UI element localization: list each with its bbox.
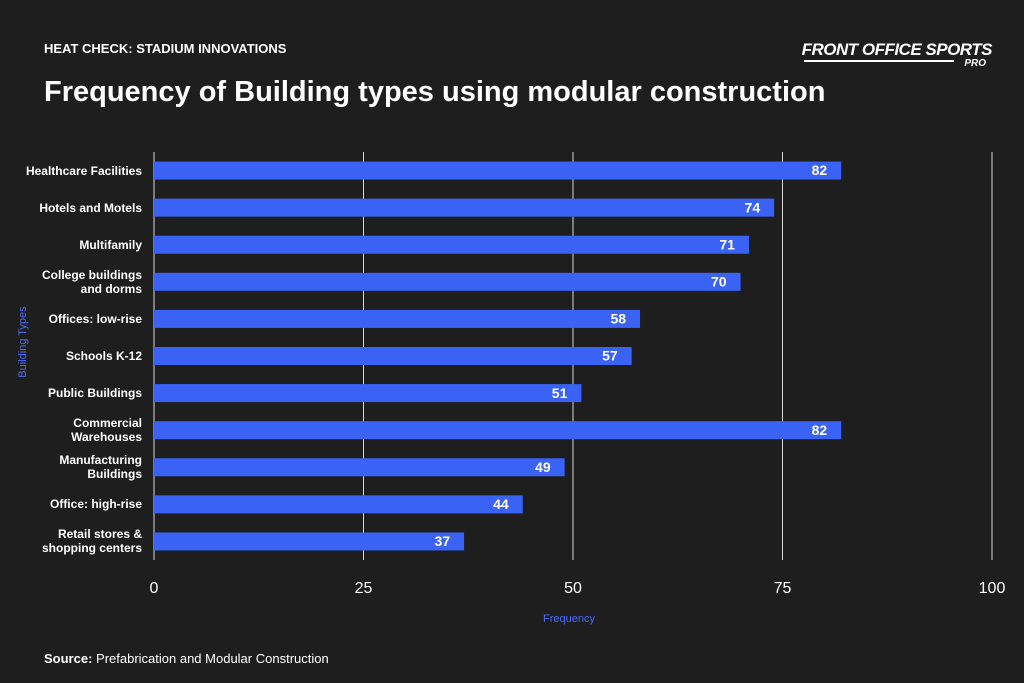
bar	[154, 532, 465, 551]
y-tick-label: Healthcare Facilities	[25, 163, 142, 178]
bar	[154, 421, 842, 440]
chart-title: Frequency of Building types using modula…	[44, 76, 826, 108]
brand-rule	[804, 60, 954, 62]
kicker: HEAT CHECK: STADIUM INNOVATIONS	[44, 41, 287, 56]
bar	[154, 235, 749, 254]
y-tick-label: Multifamily	[79, 237, 142, 252]
value-label: 51	[552, 385, 568, 401]
x-tick-label: 25	[355, 580, 373, 597]
source-label: Source:	[44, 651, 93, 666]
bar	[154, 198, 775, 217]
y-tick-label: Schools K-12	[65, 349, 142, 363]
value-label: 44	[493, 496, 509, 512]
bar	[154, 272, 741, 291]
bar	[154, 347, 632, 365]
x-axis-label: Frequency	[543, 613, 595, 625]
source-text: Prefabrication and Modular Construction	[96, 651, 329, 666]
y-tick-label: Office: high-rise	[49, 497, 142, 512]
value-label: 37	[434, 533, 450, 549]
bar	[154, 495, 523, 514]
value-label: 57	[602, 348, 618, 364]
x-tick-label: 100	[979, 580, 1006, 597]
y-tick-label: Manufacturing Buildings	[59, 453, 142, 482]
value-label: 58	[610, 311, 626, 327]
bar	[154, 384, 582, 403]
x-tick-label: 0	[150, 580, 159, 597]
value-label: 82	[812, 162, 828, 178]
value-label: 70	[711, 274, 727, 290]
x-tick-label: 50	[564, 580, 582, 597]
x-tick-label: 75	[774, 580, 792, 597]
value-label: 82	[812, 422, 828, 438]
y-tick-label: Hotels and Motels	[39, 200, 142, 215]
y-tick-label: Public Buildings	[47, 386, 142, 401]
bar	[154, 458, 565, 477]
y-tick-label: Retail stores & shopping centers	[41, 527, 142, 556]
y-tick-label: Commercial Warehouses	[71, 416, 142, 445]
y-tick-label: College buildings and dorms	[41, 267, 142, 296]
brand-tier: PRO	[964, 58, 986, 69]
brand-name: FRONT OFFICE SPORTS	[801, 40, 993, 59]
value-label: 49	[535, 459, 551, 475]
y-tick-label: Offices: low-rise	[48, 311, 142, 326]
value-label: 71	[719, 236, 735, 252]
bar	[154, 161, 842, 180]
bar	[154, 309, 641, 328]
source: Source: Prefabrication and Modular Const…	[44, 651, 329, 666]
value-label: 74	[745, 199, 761, 215]
